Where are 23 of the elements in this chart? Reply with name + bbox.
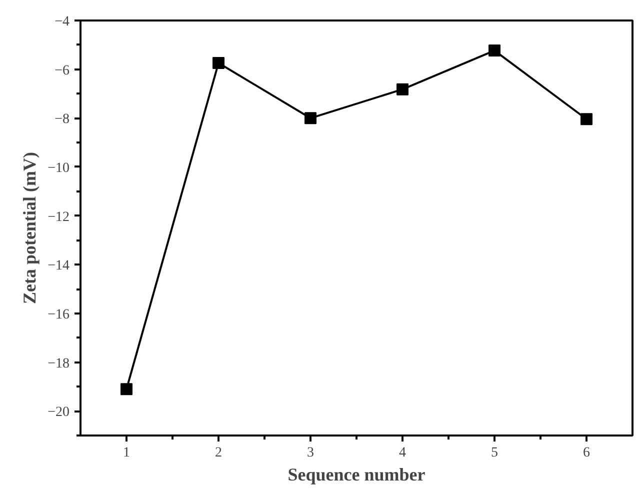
y-tick-label: −12 — [48, 210, 70, 225]
x-axis-title: Sequence number — [288, 464, 426, 484]
y-tick-label: −6 — [54, 63, 70, 78]
y-tick-label: −18 — [48, 356, 70, 372]
y-axis-title: Zeta potential (mV) — [20, 152, 40, 304]
y-tick-label: −16 — [48, 307, 70, 322]
point — [488, 44, 500, 57]
y-tick-label: −14 — [48, 258, 70, 274]
x-tick-label: 6 — [583, 446, 590, 460]
point — [580, 113, 592, 126]
point — [212, 56, 224, 69]
point — [120, 383, 132, 396]
point — [304, 112, 316, 124]
point — [396, 83, 408, 96]
x-tick-label: 3 — [307, 446, 314, 460]
y-tick-label: −20 — [48, 405, 70, 420]
y-tick-label: −8 — [54, 112, 70, 128]
x-tick-label: 1 — [123, 446, 130, 460]
x-tick-label: 5 — [491, 446, 498, 460]
x-tick-label: 2 — [215, 446, 222, 460]
y-tick-label: −4 — [54, 14, 70, 30]
x-tick-label: 4 — [399, 446, 406, 460]
y-tick-label: −10 — [48, 160, 70, 176]
